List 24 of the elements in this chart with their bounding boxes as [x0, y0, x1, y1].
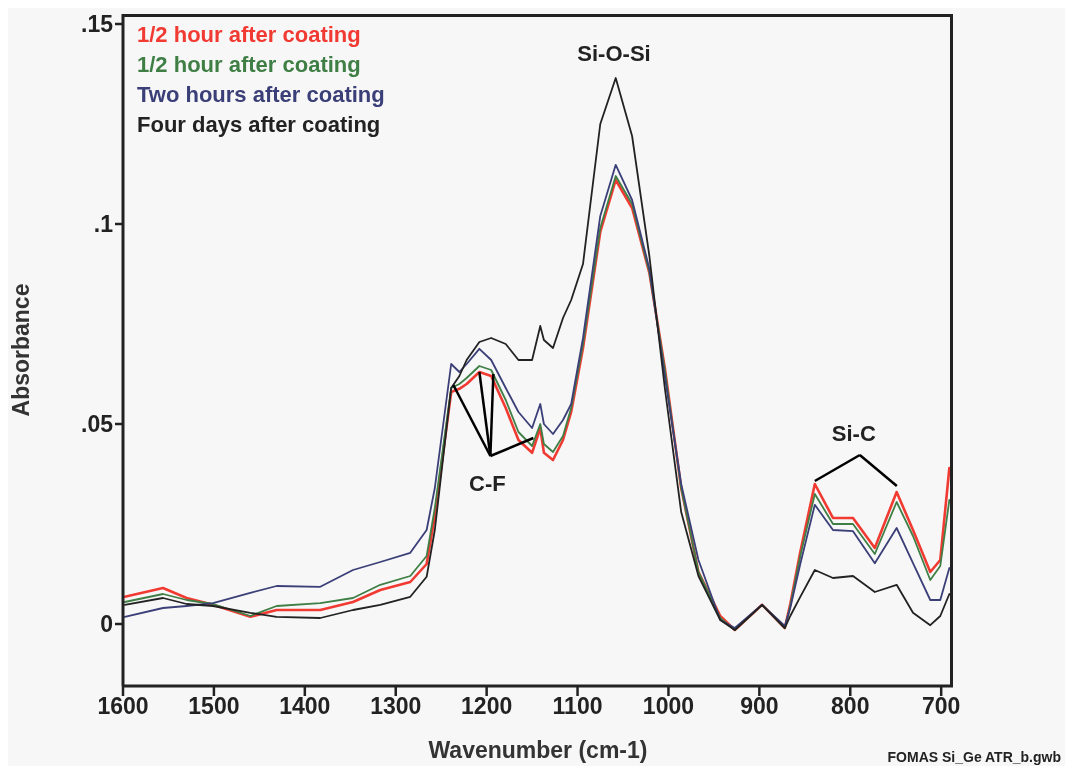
annotation: Si-O-Si [577, 41, 651, 66]
x-tick-label: 1300 [370, 693, 422, 720]
x-tick-label: 1600 [97, 693, 149, 720]
text: Two hours after coating [137, 81, 385, 109]
x-tick-label: 1000 [642, 693, 695, 720]
x-tick-label: 1500 [188, 693, 240, 720]
x-tick-label: 1400 [279, 693, 331, 720]
x-tick-label: 1200 [461, 693, 513, 720]
y-tick-label: 0 [100, 611, 113, 638]
x-tick-label: 700 [921, 693, 961, 720]
text: Four days after coating [137, 111, 382, 139]
x-tick-label: 1100 [552, 693, 603, 720]
text: 1/2 hour after coating [137, 21, 362, 49]
x-tick-label: 900 [740, 693, 779, 720]
y-axis-title: Absorbance [8, 283, 35, 417]
y-tick-label: .05 [81, 411, 114, 438]
y-tick-label: .1 [93, 211, 114, 238]
annotation: C-F [469, 471, 506, 496]
y-tick-label: .15 [81, 11, 114, 38]
annotation: Si-C [831, 421, 876, 446]
x-axis-title: Wavenumber (cm-1) [428, 737, 648, 763]
x-tick-label: 800 [831, 693, 870, 720]
text: FOMAS Si_Ge ATR_b.gwb [887, 749, 1061, 765]
text: 1/2 hour after coating [137, 51, 362, 79]
